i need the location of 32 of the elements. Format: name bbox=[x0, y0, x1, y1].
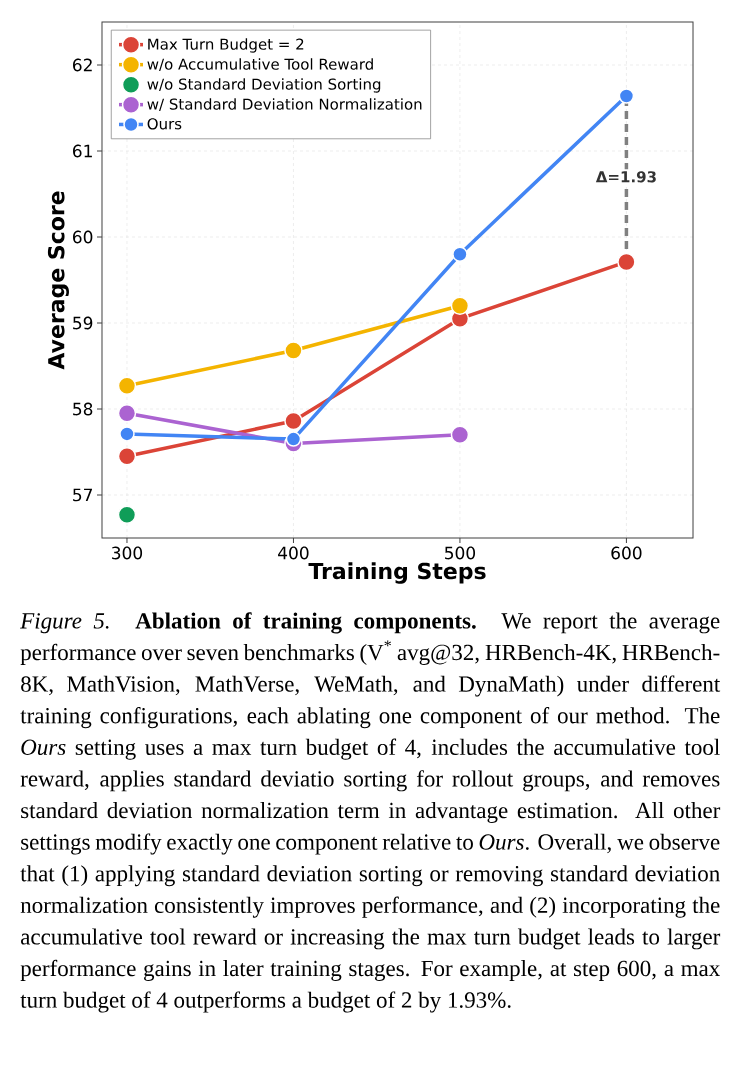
legend-label: Ours bbox=[147, 118, 182, 130]
point bbox=[117, 376, 137, 396]
point bbox=[285, 431, 302, 447]
x-tick-label: 600 bbox=[611, 546, 642, 560]
point bbox=[117, 404, 137, 423]
legend-label: w/o Accumulative Tool Reward bbox=[147, 58, 373, 71]
point bbox=[450, 296, 470, 316]
x-tick-label: 500 bbox=[445, 546, 476, 560]
y-axis-title: Average Score bbox=[47, 191, 69, 370]
point bbox=[284, 411, 303, 431]
point bbox=[452, 246, 468, 262]
point bbox=[117, 505, 137, 525]
legend-label: w/o Standard Deviation Sorting bbox=[147, 78, 381, 93]
x-axis-title: Training Steps bbox=[308, 562, 486, 584]
y-tick-label: 57 bbox=[73, 488, 93, 502]
point bbox=[119, 426, 135, 442]
legend-label: Max Turn Budget = 2 bbox=[148, 38, 304, 53]
x-tick-label: 300 bbox=[112, 546, 143, 560]
point bbox=[284, 341, 303, 360]
y-tick-label: 60 bbox=[73, 230, 93, 244]
point bbox=[617, 252, 636, 272]
annotation: Δ=1.93 bbox=[595, 171, 656, 183]
point bbox=[450, 425, 470, 445]
y-tick-label: 61 bbox=[73, 144, 92, 158]
x-tick-label: 400 bbox=[278, 546, 309, 560]
y-tick-label: 62 bbox=[73, 58, 92, 72]
point bbox=[117, 447, 137, 466]
y-tick-label: 58 bbox=[73, 402, 93, 416]
text: Figure 5. Ablation of training components. We report the average performance over seven benchmarks (V$^{*}$ avg@32, HRBench-4K, HRBench-8K, MathVision, MathVerse, WeMath, and DynaMath) under different training configurations, each ablating one component of our method. The Ours setting uses a max turn budget of 4, includes the accumulative tool reward, applies standard deviatio sorting for rollout groups, and removes standard deviation normalization term in advantage estimation. All other settings modify exactly one component relative to Ours. Overall, we observe that (1) applying standard deviation sorting or removing standard deviation normalization consistently improves performance, and (2) incorporating the accumulative tool reward or increasing the max turn budget leads to larger performance gains in later training stages. For example, at step 600, a max turn budget of 4 outperforms a budget of 2 by 1.93%. bbox=[20, 612, 721, 1013]
y-tick-label: 59 bbox=[73, 316, 93, 330]
point bbox=[618, 88, 635, 104]
legend-label: w/ Standard Deviation Normalization bbox=[147, 98, 422, 111]
